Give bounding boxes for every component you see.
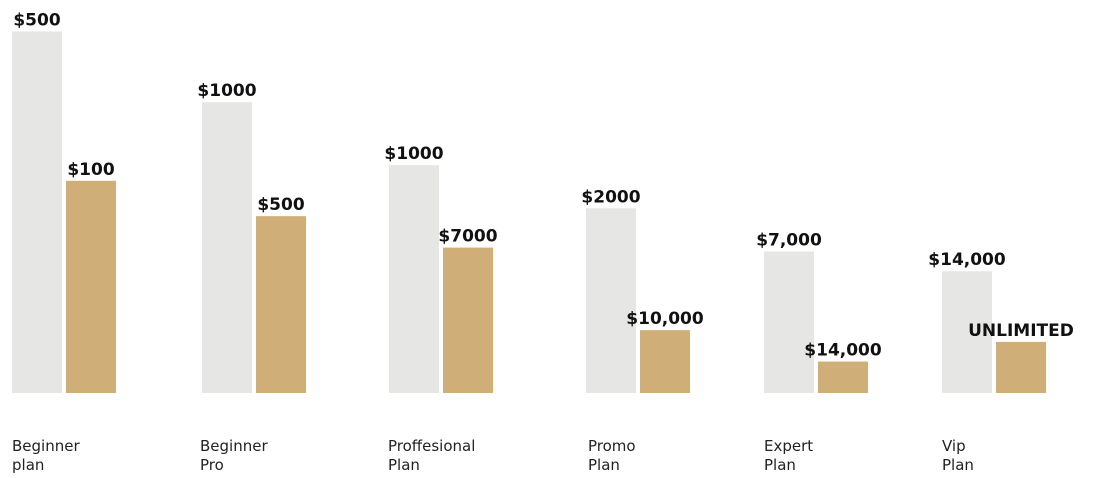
value-label-2-1: $100 (67, 160, 114, 180)
value-labels-group: $500 $100 $1000 $500 $1000 $7000 $2000 $10,000 $… (13, 10, 1074, 360)
value-label-1-6: $14,000 (928, 250, 1006, 270)
category-label-1-line-1: Beginner (12, 437, 80, 455)
category-label-3-line-2: Plan (388, 456, 420, 474)
bar-1-4 (586, 208, 636, 393)
bars-group (12, 31, 1046, 394)
value-label-2-4: $10,000 (626, 309, 704, 329)
value-label-1-1: $500 (13, 10, 60, 30)
bar-1-2 (202, 102, 252, 394)
bar-2-1 (66, 180, 116, 393)
category-label-2-line-1: Beginner (200, 437, 268, 455)
category-label-2-line-2: Pro (200, 456, 224, 474)
value-label-1-3: $1000 (384, 144, 443, 164)
category-label-3-line-1: Proffesional (388, 437, 475, 455)
category-label-4-line-2: Plan (588, 456, 620, 474)
value-label-2-2: $500 (257, 195, 304, 215)
bar-1-6 (942, 271, 992, 393)
value-label-1-5: $7,000 (756, 231, 822, 251)
bar-2-3 (443, 247, 493, 393)
category-label-5-line-2: Plan (764, 456, 796, 474)
bar-1-5 (764, 251, 814, 393)
category-label-1-line-2: plan (12, 456, 44, 474)
category-labels-group: BeginnerplanBeginnerProProffesionalPlanP… (12, 437, 974, 474)
bar-2-5 (818, 361, 868, 393)
value-label-2-5: $14,000 (804, 341, 882, 361)
category-label-5-line-1: Expert (764, 437, 813, 455)
bar-2-4 (640, 330, 690, 393)
bar-1-3 (389, 165, 439, 393)
value-label-1-2: $1000 (197, 81, 256, 101)
value-label-1-4: $2000 (581, 187, 640, 207)
category-label-4-line-1: Promo (588, 437, 636, 455)
bar-2-6 (996, 341, 1046, 393)
bar-2-2 (256, 216, 306, 393)
category-label-6-line-1: Vip (942, 437, 966, 455)
value-label-2-6: UNLIMITED (968, 321, 1074, 341)
value-label-2-3: $7000 (438, 227, 497, 247)
bar-1-1 (12, 31, 62, 393)
category-label-6-line-2: Plan (942, 456, 974, 474)
